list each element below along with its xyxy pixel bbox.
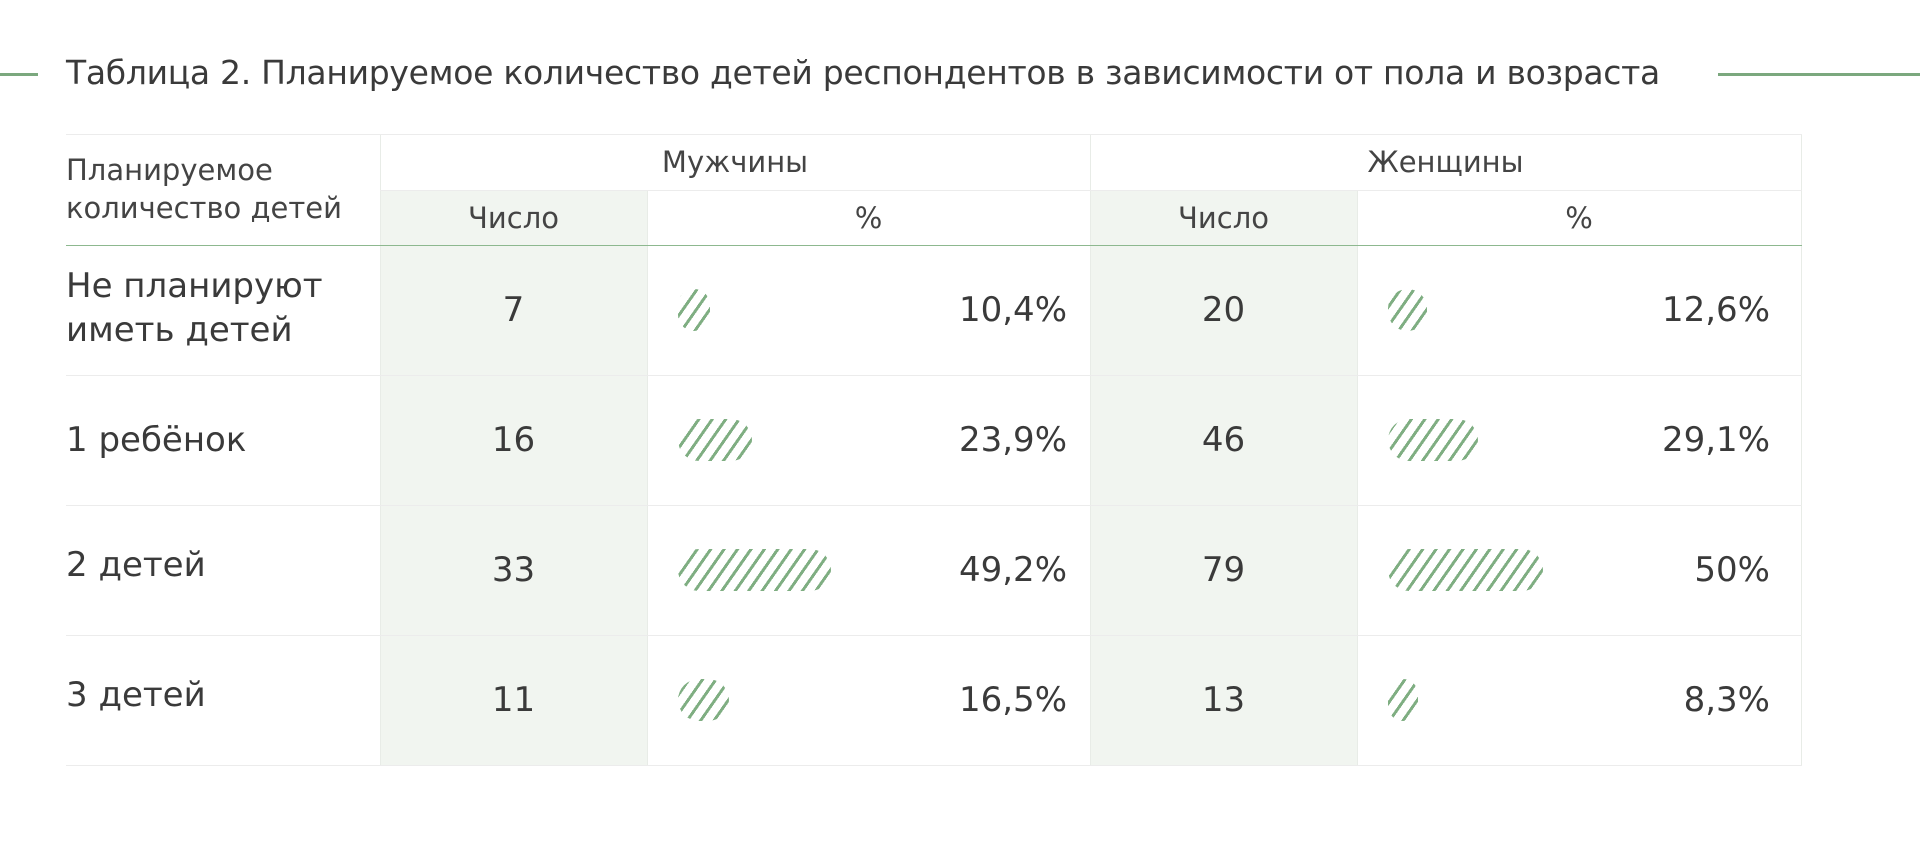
grid-hline [66, 375, 1802, 376]
header-separator [66, 245, 1802, 246]
row-label: 1 ребёнок [66, 420, 247, 460]
grid-hline [66, 134, 1802, 135]
grid-vline [647, 190, 648, 766]
grid-vline [1090, 134, 1091, 766]
men-count-header: Число [468, 200, 559, 235]
women-percent-bar [1388, 419, 1478, 461]
women-header: Женщины [1367, 145, 1524, 179]
men-count-cell: 16 [491, 420, 536, 460]
women-percent-value: 8,3% [1683, 680, 1770, 720]
row-label: 3 детей [66, 675, 206, 715]
decorative-line-left [0, 73, 38, 76]
women-count-cell: 79 [1201, 550, 1246, 590]
men-percent-bar [678, 289, 710, 331]
women-count-header: Число [1178, 200, 1269, 235]
women-percent-value: 12,6% [1661, 290, 1770, 330]
grid-vline [1357, 190, 1358, 766]
men-percent-bar [678, 419, 752, 461]
men-percent-bar [678, 549, 831, 591]
women-percent-header: % [1565, 200, 1593, 235]
table-title: Таблица 2. Планируемое количество детей … [66, 53, 1660, 92]
women-percent-bar [1388, 679, 1418, 721]
women-percent-value: 29,1% [1661, 420, 1770, 460]
row-header-label: Планируемое количество детей [66, 153, 342, 225]
women-percent-bar [1388, 289, 1427, 331]
women-count-cell: 13 [1201, 680, 1246, 720]
women-percent-bar [1388, 549, 1543, 591]
men-percent-bar [678, 679, 729, 721]
row-label: Не планируют иметь детей [66, 266, 323, 350]
men-percent-value: 49,2% [958, 550, 1067, 590]
grid-hline [380, 190, 1802, 191]
grid-hline [66, 635, 1802, 636]
data-table: Планируемое количество детей Мужчины Жен… [66, 134, 1802, 766]
men-header: Мужчины [661, 145, 809, 179]
women-count-cell: 46 [1201, 420, 1246, 460]
men-percent-value: 23,9% [958, 420, 1067, 460]
grid-vline [1801, 134, 1802, 766]
grid-hline [66, 505, 1802, 506]
men-percent-value: 16,5% [958, 680, 1067, 720]
men-percent-value: 10,4% [958, 290, 1067, 330]
women-percent-value: 50% [1694, 550, 1770, 590]
men-count-cell: 7 [502, 290, 525, 330]
row-label: 2 детей [66, 545, 206, 585]
decorative-line-right [1718, 73, 1920, 76]
women-count-cell: 20 [1201, 290, 1246, 330]
grid-vline [380, 134, 381, 766]
grid-hline [66, 765, 1802, 766]
men-percent-header: % [854, 200, 883, 235]
women-count-column-shade [1090, 190, 1357, 766]
men-count-column-shade [380, 190, 647, 766]
men-count-cell: 33 [491, 550, 536, 590]
men-count-cell: 11 [491, 680, 536, 720]
